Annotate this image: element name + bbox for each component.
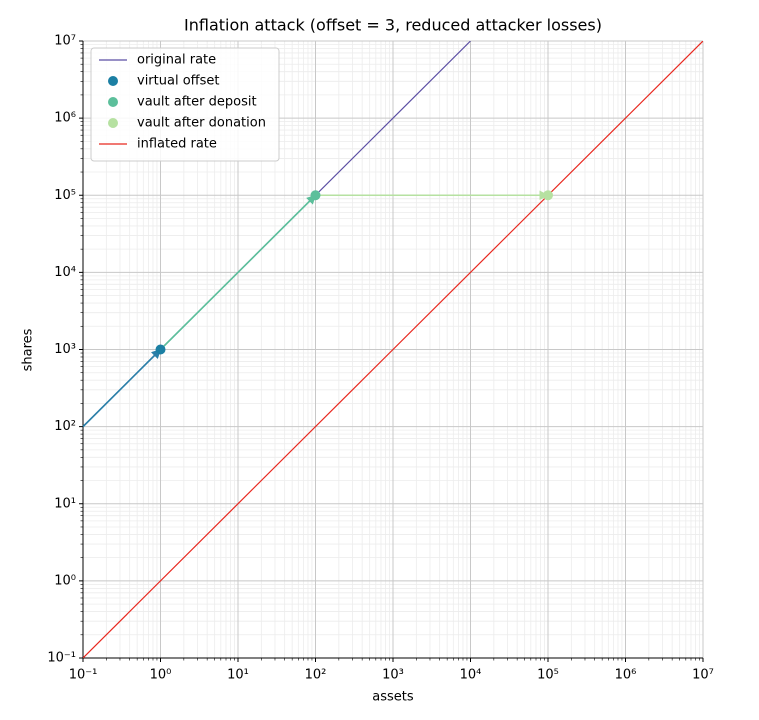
- x-tick-label: 10²: [305, 668, 327, 683]
- x-tick-label: 10⁴: [460, 668, 482, 683]
- x-tick-label: 10⁰: [150, 668, 172, 683]
- legend-swatch: [108, 76, 118, 86]
- rate-line: [83, 41, 703, 658]
- legend-box: [90, 47, 280, 162]
- x-tick-label: 10¹: [227, 668, 249, 683]
- legend-label: vault after deposit: [137, 95, 257, 110]
- y-tick-label: 10⁰: [54, 573, 76, 588]
- legend-label: original rate: [137, 53, 216, 68]
- y-tick-label: 10¹: [54, 496, 76, 511]
- arrow: [82, 348, 162, 428]
- x-tick-label: 10⁵: [537, 668, 559, 683]
- legend-label: vault after donation: [137, 116, 266, 131]
- y-tick-label: 10⁵: [54, 188, 76, 203]
- x-tick-label: 10⁷: [692, 668, 714, 683]
- x-tick-label: 10³: [382, 668, 404, 683]
- legend-label: virtual offset: [137, 74, 219, 89]
- arrow: [159, 194, 317, 351]
- x-tick-label: 10⁶: [615, 668, 637, 683]
- chart-title: Inflation attack (offset = 3, reduced at…: [184, 16, 602, 35]
- legend-swatch: [108, 97, 118, 107]
- point: [543, 190, 553, 201]
- y-tick-label: 10⁷: [54, 34, 76, 49]
- x-axis-label: assets: [372, 690, 414, 705]
- x-tick-label: 10⁻¹: [69, 668, 98, 683]
- legend-swatch: [108, 118, 118, 128]
- y-tick-label: 10⁻¹: [47, 651, 76, 666]
- y-tick-label: 10⁶: [54, 111, 76, 126]
- point: [310, 190, 321, 201]
- y-tick-label: 10²: [54, 419, 76, 434]
- y-tick-label: 10³: [54, 342, 76, 357]
- y-tick-label: 10⁴: [54, 265, 76, 280]
- point: [155, 344, 166, 355]
- y-axis-label: shares: [21, 328, 36, 371]
- legend-label: inflated rate: [137, 137, 217, 152]
